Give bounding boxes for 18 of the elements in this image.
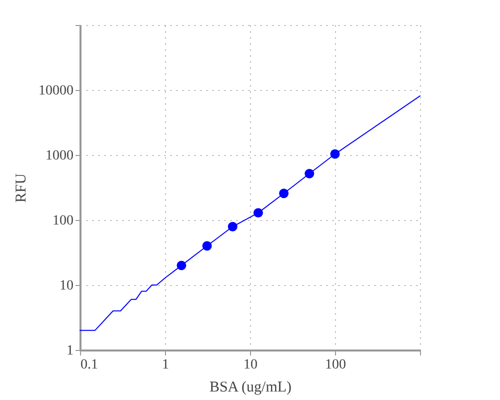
y-tick-label: 1000 [46,148,74,164]
point [176,260,186,270]
x-tick-label: 0.1 [80,358,98,372]
point [202,241,212,251]
point [253,208,263,218]
point [330,149,340,159]
y-tick-label: 10 [60,278,74,294]
point [304,168,314,178]
y-tick-label: 1 [66,344,74,358]
x-tick-label: 100 [325,358,346,372]
y-axis-title: RFU [14,173,30,203]
point [228,222,238,232]
y-tick-label: 10000 [38,84,74,98]
y-tick-label: 100 [52,214,74,228]
x-tick-label: 10 [244,358,258,372]
x-axis-title: BSA (ug/mL) [209,380,292,396]
point [279,188,289,198]
x-tick-label: 1 [162,358,169,372]
